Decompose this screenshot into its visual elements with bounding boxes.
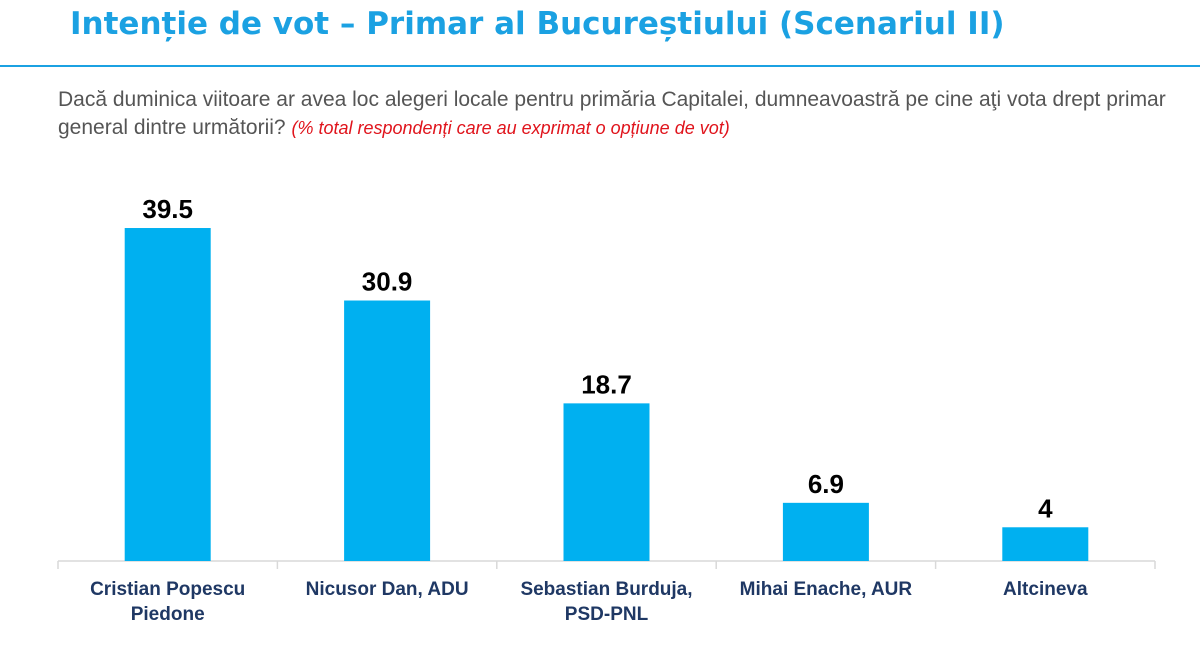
data-label: 6.9: [808, 469, 844, 499]
x-tick-label: Mihai Enache, AUR: [740, 579, 913, 600]
data-label: 18.7: [581, 369, 632, 399]
question-text: Dacă duminica viitoare ar avea loc alege…: [58, 88, 1166, 139]
question-note: (% total respondenți care au exprimat o …: [291, 118, 730, 138]
x-tick-label: Altcineva: [1003, 579, 1088, 600]
data-label: 30.9: [362, 267, 413, 297]
data-label: 4: [1038, 493, 1053, 523]
x-tick-label: Nicusor Dan, ADU: [306, 579, 469, 600]
bar: [344, 300, 431, 561]
x-tick-label: Sebastian Burduja, PSD-PNL: [520, 579, 692, 625]
chart-title: Intenție de vot – Primar al Bucureștiulu…: [70, 6, 1005, 42]
bar: [782, 502, 869, 561]
bar: [563, 403, 650, 561]
data-label: 39.5: [142, 194, 193, 224]
survey-question: Dacă duminica viitoare ar avea loc alege…: [58, 86, 1178, 142]
bar: [1002, 527, 1089, 561]
x-tick-label: Cristian Popescu Piedone: [90, 579, 245, 625]
title-divider: [0, 65, 1200, 67]
bar: [124, 228, 211, 561]
